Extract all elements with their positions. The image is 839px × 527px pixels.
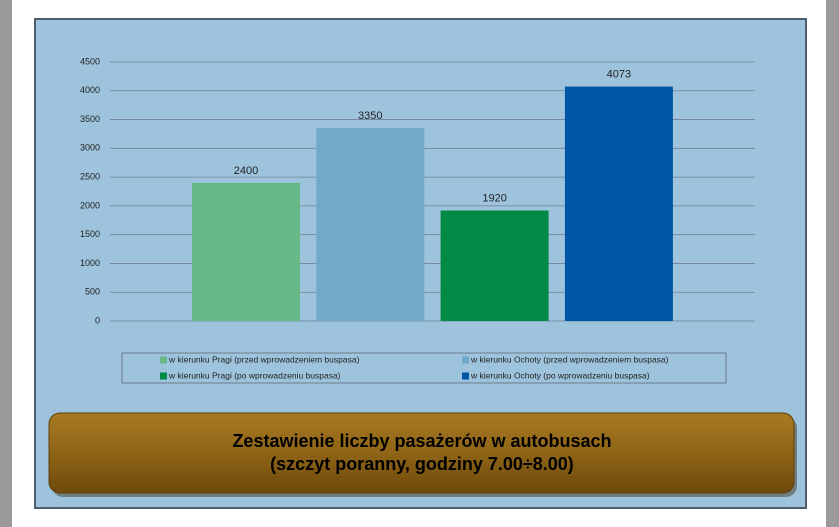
legend-box: [121, 352, 727, 384]
value-label: 1920: [482, 192, 506, 204]
bar: [564, 86, 673, 321]
title-banner: [48, 412, 795, 494]
legend-label: w kierunku Pragi (po wprowadzeniu buspas…: [168, 370, 341, 380]
y-tick-label: 2000: [80, 200, 100, 210]
value-label: 2400: [234, 165, 258, 177]
bar: [316, 128, 425, 321]
y-tick-label: 3500: [80, 114, 100, 124]
value-label: 4073: [607, 68, 631, 80]
y-tick-label: 3000: [80, 143, 100, 153]
legend-label: w kierunku Ochoty (po wprowadzeniu buspa…: [470, 370, 650, 380]
bar: [192, 182, 300, 321]
chart-title: Zestawienie liczby pasażerów w autobusac…: [232, 431, 611, 451]
bar: [440, 210, 549, 321]
y-tick-label: 500: [85, 287, 100, 297]
y-tick-label: 1000: [80, 258, 100, 268]
legend-swatch: [462, 372, 469, 380]
y-tick-label: 4000: [80, 85, 100, 95]
value-label: 3350: [358, 110, 382, 122]
legend-label: w kierunku Ochoty (przed wprowadzeniem b…: [470, 354, 669, 364]
y-tick-label: 2500: [80, 171, 100, 181]
y-tick-label: 1500: [80, 229, 100, 239]
legend-swatch: [462, 356, 469, 364]
y-tick-label: 4500: [80, 56, 100, 66]
chart-subtitle: (szczyt poranny, godziny 7.00÷8.00): [270, 454, 574, 474]
y-tick-label: 0: [95, 315, 100, 325]
legend-label: w kierunku Pragi (przed wprowadzeniem bu…: [168, 354, 360, 364]
legend-swatch: [160, 356, 167, 364]
legend-swatch: [160, 372, 167, 380]
